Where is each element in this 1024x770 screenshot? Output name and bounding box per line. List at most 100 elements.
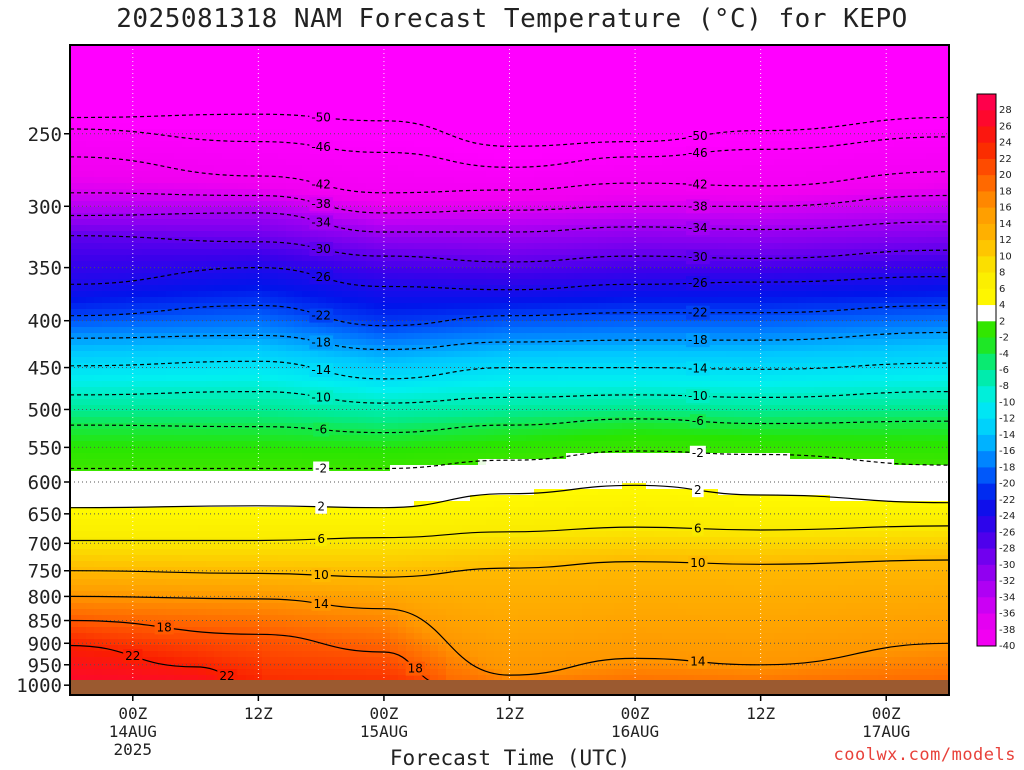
fill-cell [238,381,247,388]
fill-cell [286,369,295,376]
fill-cell [198,147,207,154]
fill-cell [110,411,119,418]
fill-cell [382,177,391,184]
fill-cell [398,405,407,412]
fill-cell [206,273,215,280]
fill-cell [110,297,119,304]
fill-cell [318,441,327,448]
fill-cell [142,321,151,328]
fill-cell [382,489,391,496]
fill-cell [326,69,335,76]
fill-cell [174,513,183,520]
fill-cell [166,417,175,424]
fill-cell [94,333,103,340]
fill-cell [246,267,255,274]
fill-cell [310,579,319,586]
fill-cell [166,519,175,526]
fill-cell [102,549,111,556]
fill-cell [246,81,255,88]
fill-cell [270,519,279,526]
fill-cell [366,393,375,400]
fill-cell [230,195,239,202]
fill-cell [158,159,167,166]
fill-cell [78,369,87,376]
fill-cell [94,159,103,166]
fill-cell [238,207,247,214]
fill-cell [182,255,191,262]
fill-cell [150,249,159,256]
fill-cell [102,165,111,172]
fill-cell [222,69,231,76]
fill-cell [182,171,191,178]
fill-cell [94,531,103,538]
fill-cell [326,507,335,514]
fill-cell [222,243,231,250]
fill-cell [382,111,391,118]
fill-cell [350,315,359,322]
fill-cell [126,213,135,220]
fill-cell [262,297,271,304]
fill-cell [294,375,303,382]
fill-cell [366,339,375,346]
fill-cell [134,273,143,280]
fill-cell [110,81,119,88]
fill-cell [246,495,255,502]
fill-cell [118,171,127,178]
fill-cell [366,111,375,118]
fill-cell [278,645,287,652]
fill-cell [246,453,255,460]
fill-cell [134,519,143,526]
fill-cell [126,57,135,64]
fill-cell [174,543,183,550]
fill-cell [270,381,279,388]
fill-cell [182,243,191,250]
fill-cell [222,207,231,214]
fill-cell [126,315,135,322]
fill-cell [270,159,279,166]
fill-cell [198,477,207,484]
fill-cell [86,663,95,670]
fill-cell [134,69,143,76]
fill-cell [126,675,135,682]
fill-cell [206,399,215,406]
fill-cell [102,303,111,310]
fill-cell [150,633,159,640]
fill-cell [422,171,431,178]
fill-cell [278,357,287,364]
fill-cell [286,333,295,340]
fill-cell [70,675,79,682]
fill-cell [398,279,407,286]
fill-cell [414,435,423,442]
fill-cell [430,57,439,64]
fill-cell [70,447,79,454]
fill-cell [150,237,159,244]
fill-cell [382,579,391,586]
fill-cell [70,483,79,490]
fill-cell [94,543,103,550]
fill-cell [262,273,271,280]
fill-cell [94,81,103,88]
fill-cell [422,549,431,556]
fill-cell [182,63,191,70]
fill-cell [278,585,287,592]
fill-cell [278,405,287,412]
fill-cell [118,447,127,454]
fill-cell [94,651,103,658]
fill-cell [334,333,343,340]
fill-cell [78,639,87,646]
fill-cell [134,471,143,478]
fill-cell [406,603,415,610]
fill-cell [366,423,375,430]
fill-cell [238,579,247,586]
fill-cell [102,309,111,316]
fill-cell [326,105,335,112]
fill-cell [270,87,279,94]
fill-cell [126,81,135,88]
fill-cell [198,489,207,496]
fill-cell [294,585,303,592]
fill-cell [414,459,423,466]
fill-cell [214,615,223,622]
fill-cell [86,267,95,274]
fill-cell [270,585,279,592]
fill-cell [190,591,199,598]
